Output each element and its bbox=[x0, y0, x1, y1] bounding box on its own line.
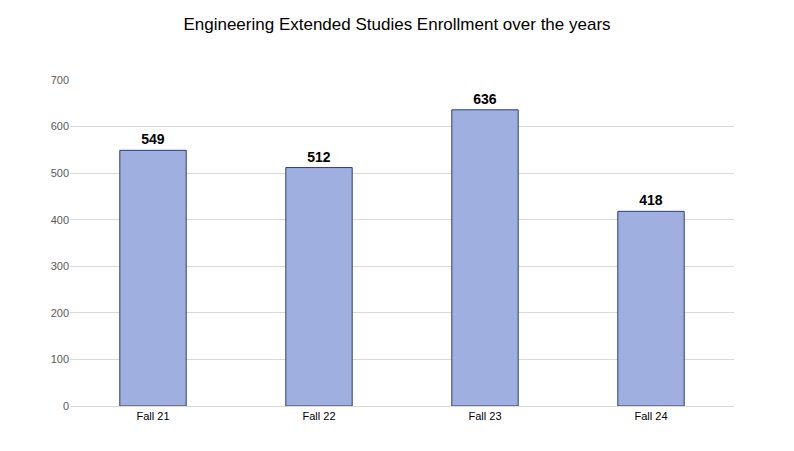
svg-text:Fall 23: Fall 23 bbox=[468, 410, 501, 422]
svg-text:636: 636 bbox=[473, 91, 497, 107]
svg-text:549: 549 bbox=[141, 131, 165, 147]
svg-text:512: 512 bbox=[307, 149, 331, 165]
svg-text:100: 100 bbox=[51, 353, 69, 365]
svg-text:400: 400 bbox=[51, 214, 69, 226]
svg-text:200: 200 bbox=[51, 307, 69, 319]
svg-text:300: 300 bbox=[51, 260, 69, 272]
svg-text:Engineering Extended Studies E: Engineering Extended Studies Enrollment … bbox=[183, 15, 610, 34]
svg-text:418: 418 bbox=[639, 192, 663, 208]
svg-text:Fall 21: Fall 21 bbox=[136, 410, 169, 422]
svg-text:700: 700 bbox=[51, 74, 69, 86]
svg-text:0: 0 bbox=[63, 400, 69, 412]
svg-text:500: 500 bbox=[51, 167, 69, 179]
svg-text:Fall 24: Fall 24 bbox=[634, 410, 667, 422]
svg-text:600: 600 bbox=[51, 120, 69, 132]
svg-text:Fall 22: Fall 22 bbox=[302, 410, 335, 422]
